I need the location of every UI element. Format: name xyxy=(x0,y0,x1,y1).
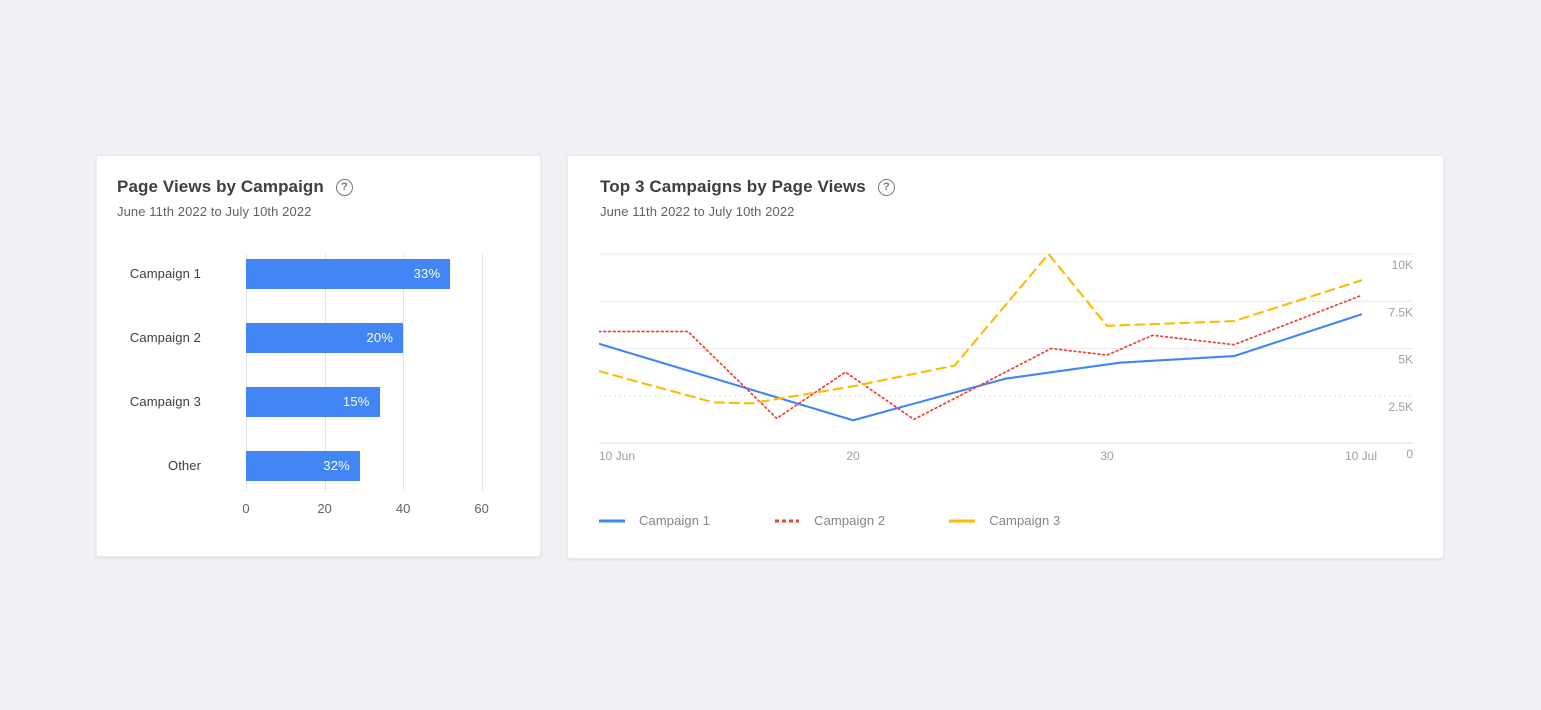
grid-line xyxy=(324,254,326,491)
x-tick-label: 10 Jul xyxy=(1345,449,1377,463)
help-icon[interactable]: ? xyxy=(877,178,895,196)
x-tick-label: 0 xyxy=(242,501,250,516)
category-label: Campaign 1 xyxy=(129,266,201,281)
legend-item: Campaign 3 xyxy=(949,513,1060,528)
legend-item: Campaign 1 xyxy=(599,513,710,528)
series-line-campaign-3[interactable] xyxy=(599,252,1363,405)
x-tick-label: 30 xyxy=(1100,449,1114,463)
y-tick-label: 5K xyxy=(1398,353,1413,367)
bar[interactable]: 20% xyxy=(246,323,404,353)
x-tick-label: 20 xyxy=(317,501,332,516)
x-tick-label: 10 Jun xyxy=(599,449,635,463)
y-tick-label: 2.5K xyxy=(1388,400,1413,414)
bar[interactable]: 15% xyxy=(246,387,380,417)
legend-swatch-campaign-3 xyxy=(949,519,976,522)
category-label: Campaign 3 xyxy=(129,394,201,409)
card-title: Top 3 Campaigns by Page Views xyxy=(600,177,866,196)
y-tick-label: 0 xyxy=(1406,447,1413,461)
legend-label: Campaign 3 xyxy=(989,513,1061,528)
line-chart-plot-area[interactable]: 10K 7.5K 5K 2.5K 0 10 Jun 20 30 10 Jul xyxy=(599,251,1414,486)
x-tick-label: 20 xyxy=(846,449,860,463)
bar[interactable]: 32% xyxy=(246,451,360,481)
bar-value-label: 32% xyxy=(323,458,350,473)
card-title: Page Views by Campaign xyxy=(117,177,324,196)
legend-swatch-campaign-2 xyxy=(775,519,800,522)
x-tick-label: 60 xyxy=(474,501,489,516)
category-label: Other xyxy=(167,458,201,473)
grid-line xyxy=(481,254,483,491)
bar-value-label: 33% xyxy=(413,266,441,281)
series-line-campaign-1[interactable] xyxy=(599,313,1363,422)
bar[interactable]: 33% xyxy=(246,259,451,289)
bar-chart-card: Page Views by Campaign ? June 11th 2022 … xyxy=(96,155,541,557)
y-tick-label: 10K xyxy=(1392,258,1413,272)
grid-line xyxy=(403,254,405,491)
legend-swatch-campaign-1 xyxy=(599,519,625,522)
legend-item: Campaign 2 xyxy=(774,513,885,528)
line-card-header: Top 3 Campaigns by Page Views ? June 11t… xyxy=(600,177,895,219)
bar-card-header: Page Views by Campaign ? June 11th 2022 … xyxy=(117,177,353,219)
grid-line xyxy=(246,254,247,491)
legend-label: Campaign 2 xyxy=(814,513,886,528)
chart-legend: Campaign 1 Campaign 2 Campaign 3 xyxy=(599,513,1124,528)
date-range-subtitle: June 11th 2022 to July 10th 2022 xyxy=(117,204,312,219)
x-tick-label: 40 xyxy=(395,501,411,516)
category-label: Campaign 2 xyxy=(129,330,201,345)
legend-label: Campaign 1 xyxy=(639,513,711,528)
line-chart-card: Top 3 Campaigns by Page Views ? June 11t… xyxy=(567,155,1444,559)
help-icon[interactable]: ? xyxy=(335,178,353,196)
bar-value-label: 20% xyxy=(366,330,394,345)
bar-chart-plot-area[interactable]: 0 20 40 60 Campaign 1 33% Campaign 2 20% Campaig… xyxy=(97,254,542,516)
date-range-subtitle: June 11th 2022 to July 10th 2022 xyxy=(600,204,795,219)
y-tick-label: 7.5K xyxy=(1388,305,1413,319)
bar-value-label: 15% xyxy=(342,394,370,409)
series-line-campaign-2[interactable] xyxy=(599,294,1362,421)
